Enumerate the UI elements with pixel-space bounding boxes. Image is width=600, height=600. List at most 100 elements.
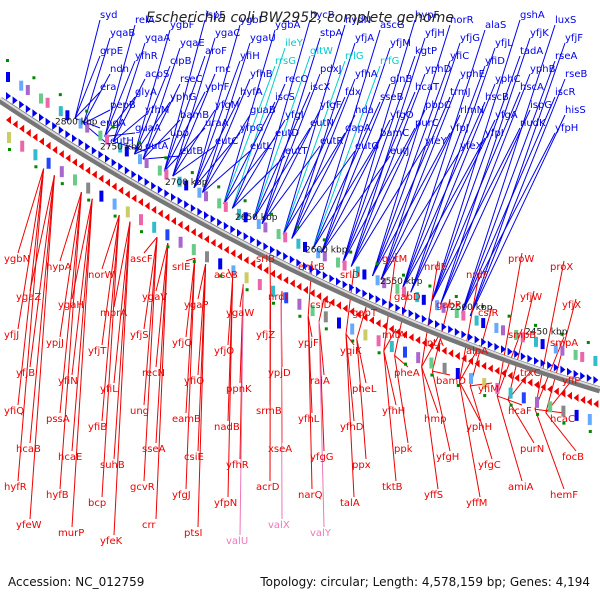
feature-stripe [375,275,380,286]
forward-feature-arrow [441,322,447,331]
gene-label: purN [520,444,544,455]
forward-feature-arrow [448,325,454,334]
forward-feature-arrow [243,232,249,241]
gene-label-line [380,42,461,280]
gene-label-line [380,78,461,280]
reverse-feature-arrow [468,357,473,366]
gene-label: yfpI [485,128,504,139]
gene-label-line [507,290,535,400]
forward-feature-arrow [534,356,539,365]
reverse-feature-arrow [39,137,44,146]
reverse-feature-arrow [336,301,341,310]
gene-label: rlmN [460,105,484,116]
tick-mark [85,109,89,113]
forward-feature-arrow [349,283,355,292]
feature-stripe [157,165,162,176]
reverse-feature-arrow [78,162,84,171]
forward-feature-arrow [428,317,434,326]
gene-label: hcaC [550,414,575,425]
gene-label-line [282,96,346,235]
reverse-feature-arrow [421,338,427,347]
forward-feature-arrow [52,121,58,130]
gene-label: guaA [135,123,161,134]
gene-label: eutG [355,141,379,152]
gene-label: yfjS [130,330,149,341]
feature-stripe [363,329,368,341]
tick-mark [322,238,326,242]
feature-stripe [481,318,486,329]
reverse-feature-arrow [237,252,242,261]
gene-label: yphB [530,64,556,75]
feature-stripe [205,251,209,263]
gene-label: gcvR [130,482,155,493]
gene-label: hscB [485,92,509,103]
gene-label: ppk [394,444,413,455]
tick-mark [60,182,64,186]
tick-mark [509,403,513,407]
gene-label: pdxJ [320,64,342,75]
gene-label: yfiO [184,376,204,387]
gene-label: eutA [145,141,168,152]
gene-label: ypjD [268,368,291,379]
tick-mark [562,421,566,425]
gene-label: stpA [320,28,342,39]
gene-label: csiE [184,452,204,463]
gene-label-line [253,55,311,220]
reverse-feature-arrow [124,190,130,199]
gene-label-line [142,83,181,160]
tick-mark [375,262,379,266]
gene-label-line [321,155,391,254]
kbp-label: 2800 kbp [55,117,98,127]
gene-label-line [534,260,565,410]
gene-label: ygbF [170,20,195,31]
gene-label-line [172,145,216,177]
feature-stripe [461,310,466,321]
gene-label: yfgM [215,100,239,111]
gene-label: yfiD [485,56,505,67]
forward-feature-arrow [45,117,51,126]
reverse-feature-arrow [65,154,71,163]
gene-label: intA [424,338,444,349]
gene-label: bamC [380,128,409,139]
gene-label-line [223,65,276,205]
gene-label-line [29,175,55,292]
tick-mark [428,284,432,288]
gene-label-line [113,221,131,384]
gene-label-line [231,155,286,209]
gene-label-line [356,338,367,384]
gene-label-line [394,355,409,444]
gene-label: ygbI [240,15,262,26]
gene-label-line [318,321,325,528]
gene-label-line [193,96,241,189]
reverse-feature-arrow [316,292,322,301]
gene-label-line [380,114,461,280]
gene-label-line [421,336,439,367]
feature-stripe [540,339,545,350]
gene-label-line [104,132,136,137]
forward-feature-arrow [184,200,190,209]
gene-label-line [143,236,158,254]
feature-stripe [7,131,11,143]
gene-label: syd [100,10,117,21]
tick-mark [351,339,355,343]
gene-label-line [496,395,523,482]
gene-label-line [545,298,577,413]
gene-label-line [172,73,216,177]
gene-label-line [193,24,241,188]
gene-label: acrD [256,482,280,493]
reverse-feature-arrow [586,397,592,406]
forward-feature-arrow [388,301,394,310]
gene-label-line [431,91,521,302]
gene-label: yfpN [214,498,237,509]
forward-feature-arrow [567,367,572,376]
gene-label: yphF [205,82,230,93]
gene-label-line [321,119,391,253]
tick-mark [190,171,194,175]
gene-label: eutC [215,136,238,147]
gene-label: crr [142,520,156,531]
forward-feature-arrow [78,138,84,147]
gene-label-line [74,19,101,119]
feature-stripe [521,392,526,404]
feature-stripe [78,118,83,129]
feature-stripe [99,190,104,202]
